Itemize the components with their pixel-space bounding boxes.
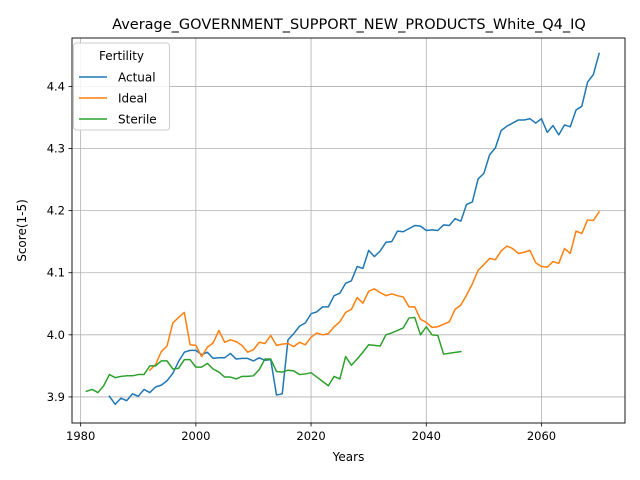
axis-ticks: 1980 2000 2020 2040 2060 3.9 4.0 4.1 4.2 4.3 4.4	[47, 79, 556, 443]
x-tick-label: 2040	[412, 429, 441, 443]
legend-label-actual: Actual	[118, 71, 156, 85]
x-tick-label: 1980	[66, 429, 95, 443]
chart-title: Average_GOVERNMENT_SUPPORT_NEW_PRODUCTS_…	[112, 17, 586, 33]
y-tick-label: 4.0	[47, 328, 65, 342]
legend-label-ideal: Ideal	[118, 92, 147, 106]
x-axis-label: Years	[332, 450, 365, 464]
legend-title: Fertility	[99, 49, 144, 63]
series-line-actual	[108, 52, 601, 406]
series-line-sterile	[85, 316, 462, 394]
y-tick-label: 3.9	[47, 390, 65, 404]
y-tick-label: 4.3	[47, 142, 65, 156]
y-tick-label: 4.1	[47, 266, 65, 280]
legend-item-sterile: Sterile	[79, 113, 157, 127]
series-line-ideal	[148, 210, 601, 372]
legend-box	[73, 42, 170, 131]
legend-entries: Actual Ideal Sterile	[79, 71, 157, 127]
y-axis-label: Score(1-5)	[15, 199, 29, 262]
x-tick-label: 2000	[181, 429, 210, 443]
y-tick-label: 4.2	[47, 204, 65, 218]
legend-item-ideal: Ideal	[79, 92, 147, 106]
x-tick-label: 2020	[296, 429, 325, 443]
legend-item-actual: Actual	[79, 71, 156, 85]
y-tick-label: 4.4	[47, 79, 65, 93]
legend-label-sterile: Sterile	[118, 113, 157, 127]
legend: Fertility Actual Ideal Sterile	[73, 42, 170, 131]
plot-frame	[71, 37, 626, 424]
series-lines	[85, 52, 601, 406]
x-tick-label: 2060	[527, 429, 556, 443]
